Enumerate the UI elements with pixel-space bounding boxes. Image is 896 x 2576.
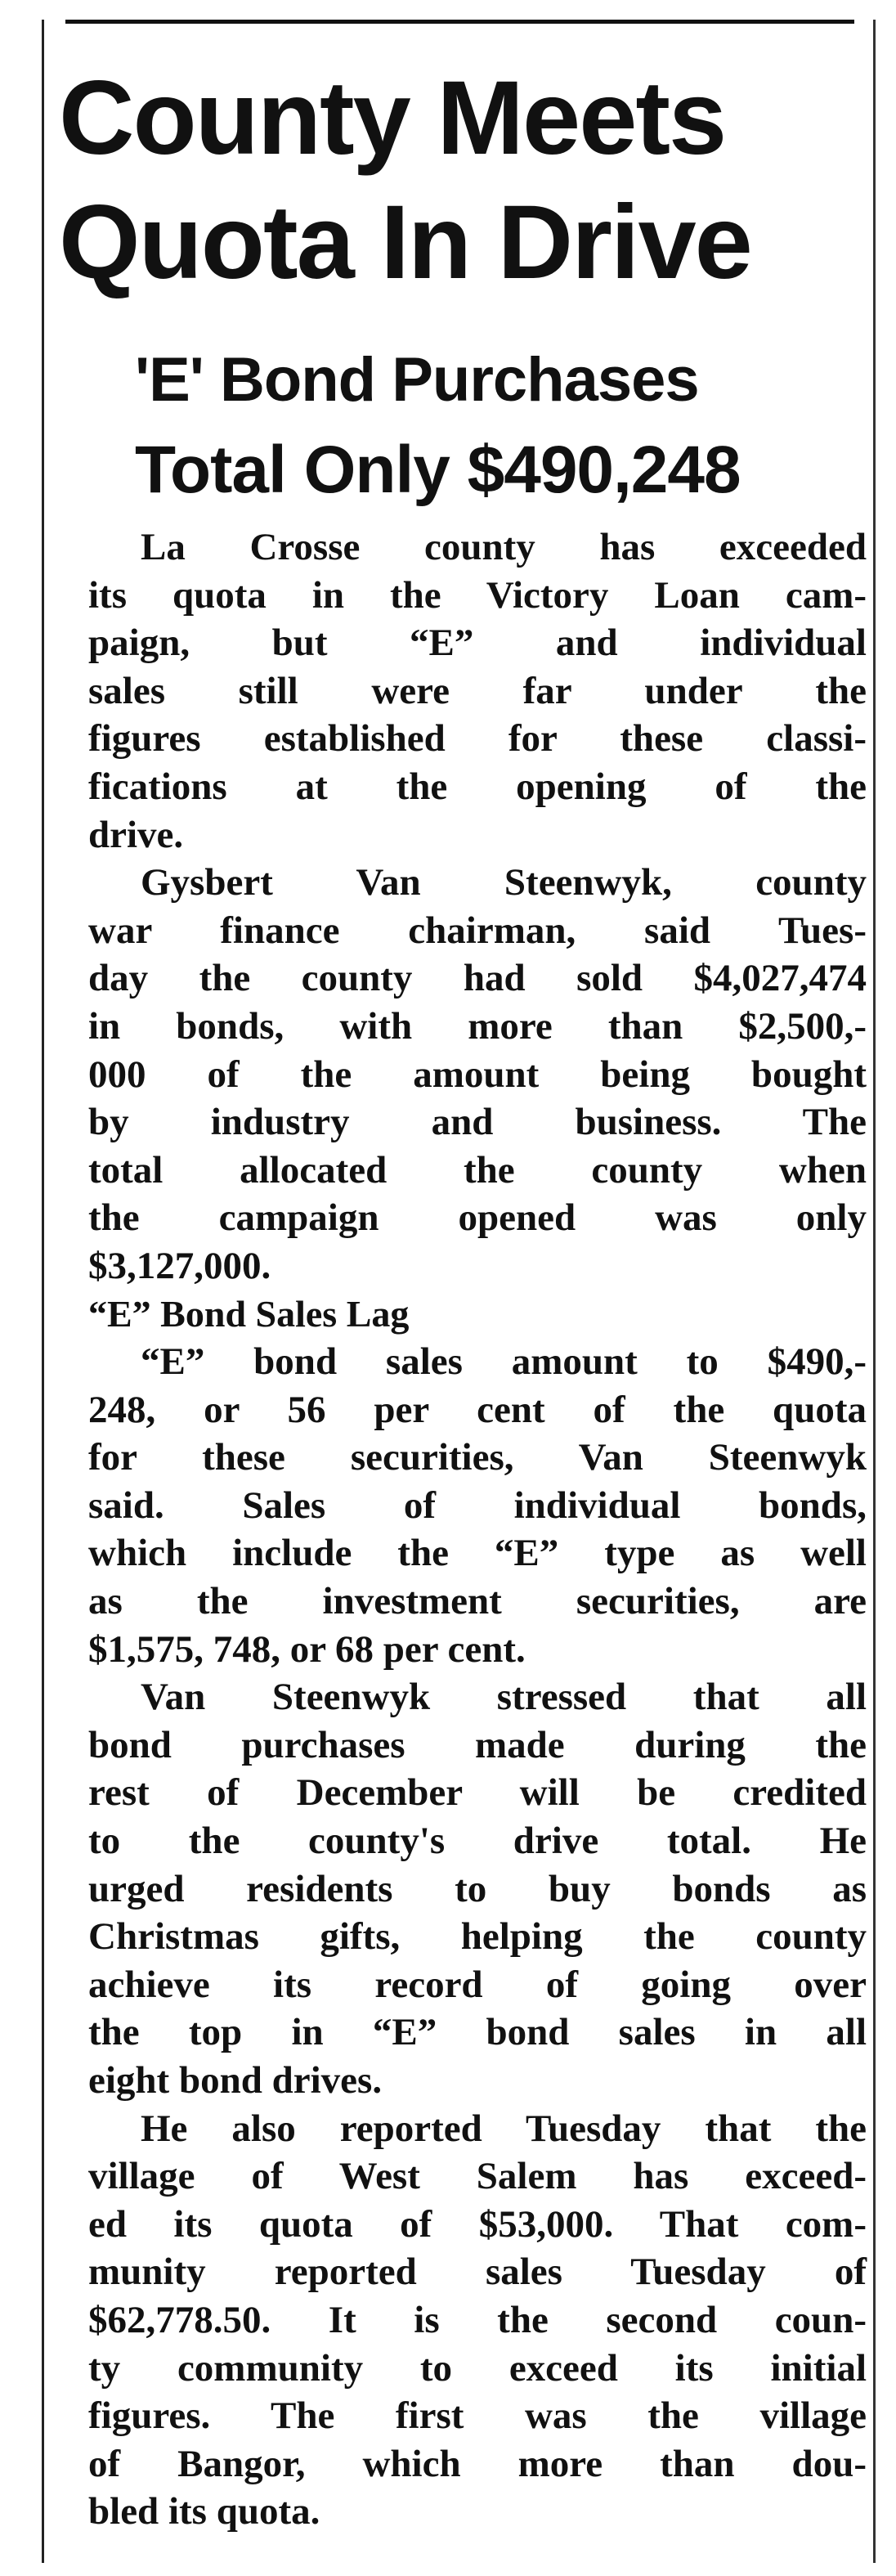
- paragraph: Gysbert Van Steenwyk, county war finance …: [88, 859, 867, 1290]
- text-line: bled its quota.: [88, 2490, 320, 2533]
- text-line: as the investment securities, are: [88, 1580, 867, 1623]
- text-line: La Crosse county has exceeded: [141, 526, 867, 568]
- text-line: He also reported Tuesday that the: [141, 2107, 867, 2150]
- text-line: of Bangor, which more than dou-: [88, 2442, 867, 2485]
- text-line: $1,575, 748, or 68 per cent.: [88, 1627, 526, 1671]
- text-line: by industry and business. The: [88, 1101, 867, 1144]
- subheadline-line-1: 'E' Bond Purchases: [135, 345, 700, 415]
- text-line: $3,127,000.: [88, 1244, 271, 1287]
- text-line: village of West Salem has exceed-: [88, 2155, 867, 2198]
- subheadline-line-2: Total Only $490,248: [135, 433, 741, 507]
- text-line: figures established for these classi-: [88, 717, 867, 761]
- text-line: $62,778.50. It is the second coun-: [88, 2298, 867, 2341]
- text-line: the campaign opened was only: [88, 1196, 867, 1240]
- paragraph: He also reported Tuesday that the village…: [88, 2105, 867, 2536]
- text-line: eight bond drives.: [88, 2059, 383, 2102]
- text-line: Gysbert Van Steenwyk, county: [141, 861, 867, 904]
- text-line: ty community to exceed its initial: [88, 2346, 867, 2390]
- text-line: “E” bond sales amount to $490,-: [141, 1340, 867, 1384]
- text-line: its quota in the Victory Loan cam-: [88, 573, 867, 617]
- column-rule-right: [873, 20, 876, 2563]
- text-line: fications at the opening of the: [88, 765, 867, 808]
- text-line: munity reported sales Tuesday of: [88, 2251, 867, 2294]
- text-line: urged residents to buy bonds as: [88, 1867, 867, 1910]
- text-line: to the county's drive total. He: [88, 1820, 867, 1863]
- text-line: 000 of the amount being bought: [88, 1052, 867, 1096]
- section-heading: “E” Bond Sales Lag: [88, 1292, 410, 1335]
- text-line: war finance chairman, said Tues-: [88, 909, 867, 952]
- text-line: the top in “E” bond sales in all: [88, 2011, 867, 2054]
- text-line: total allocated the county when: [88, 1148, 867, 1192]
- text-line: achieve its record of going over: [88, 1963, 867, 2006]
- headline-line-1: County Meets: [59, 60, 727, 177]
- text-line: Christmas gifts, helping the county: [88, 1915, 867, 1959]
- text-line: said. Sales of individual bonds,: [88, 1483, 867, 1527]
- text-line: paign, but “E” and individual: [88, 622, 867, 665]
- top-rule: [65, 20, 854, 24]
- paragraph: Van Steenwyk stressed that all bond purch…: [88, 1673, 867, 2104]
- text-line: sales still were far under the: [88, 669, 867, 712]
- article-body: La Crosse county has exceeded its quota i…: [88, 523, 867, 2536]
- text-line: for these securities, Van Steenwyk: [88, 1436, 867, 1479]
- text-line: 248, or 56 per cent of the quota: [88, 1388, 867, 1431]
- text-line: which include the “E” type as well: [88, 1532, 867, 1575]
- headline-line-2: Quota In Drive: [59, 184, 753, 301]
- text-line: day the county had sold $4,027,474: [88, 957, 867, 1000]
- text-line: rest of December will be credited: [88, 1771, 867, 1815]
- paragraph: La Crosse county has exceeded its quota i…: [88, 523, 867, 859]
- text-line: Van Steenwyk stressed that all: [141, 1676, 867, 1719]
- text-line: in bonds, with more than $2,500,-: [88, 1004, 867, 1048]
- paragraph: “E” bond sales amount to $490,- 248, or 5…: [88, 1338, 867, 1673]
- column-rule-left: [42, 20, 44, 2563]
- text-line: bond purchases made during the: [88, 1723, 867, 1766]
- text-line: ed its quota of $53,000. That com-: [88, 2202, 867, 2246]
- text-line: figures. The first was the village: [88, 2394, 867, 2438]
- text-line: drive.: [88, 813, 184, 856]
